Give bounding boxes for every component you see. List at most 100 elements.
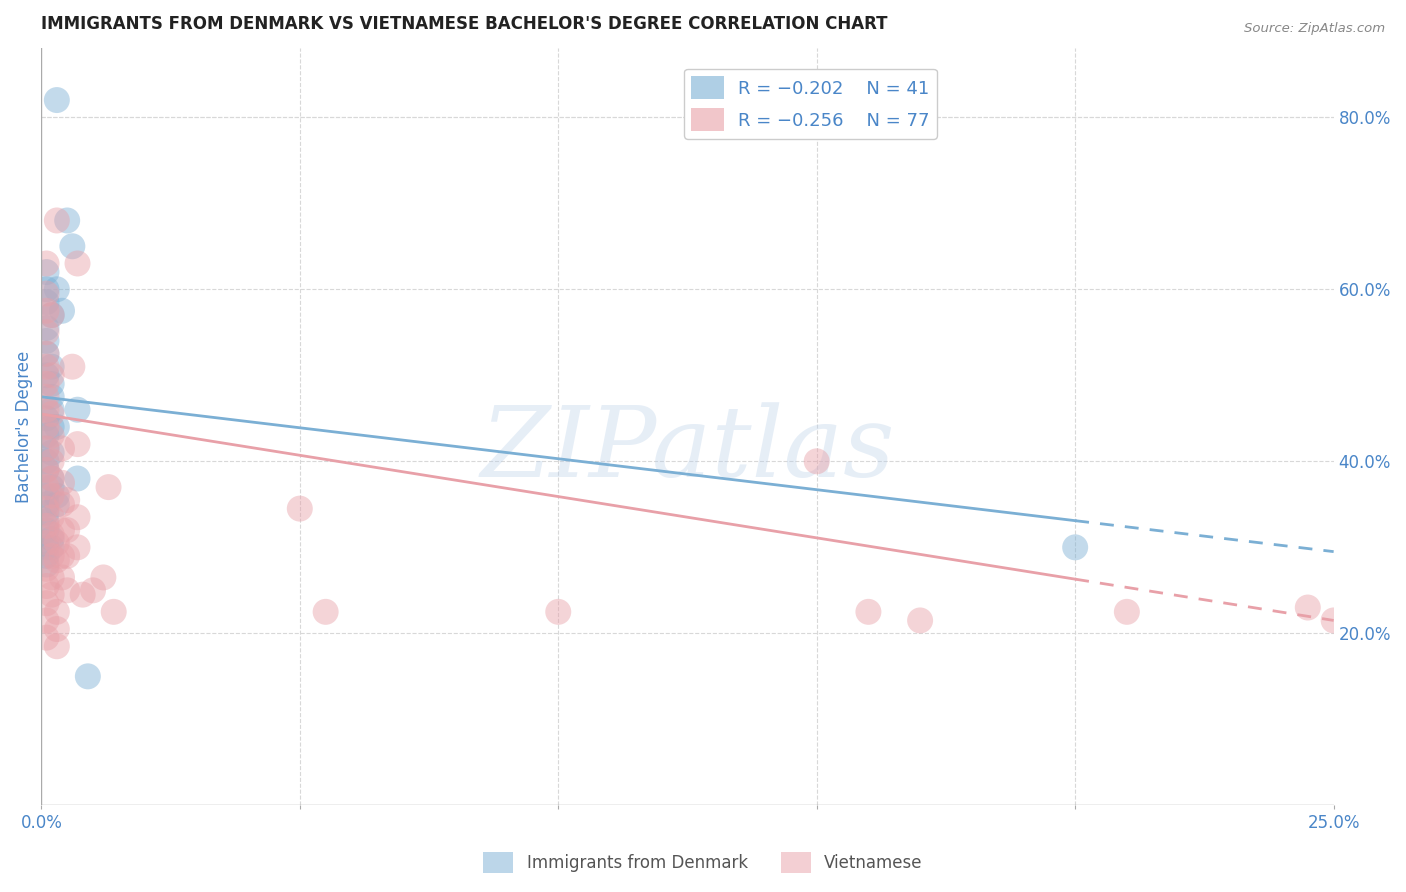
Point bbox=[547, 605, 569, 619]
Point bbox=[41, 510, 63, 524]
Point bbox=[82, 583, 104, 598]
Point bbox=[35, 558, 58, 572]
Point bbox=[51, 497, 73, 511]
Point bbox=[41, 359, 63, 374]
Point bbox=[35, 442, 58, 456]
Point bbox=[35, 596, 58, 610]
Point bbox=[1064, 541, 1087, 555]
Point bbox=[45, 489, 67, 503]
Point bbox=[35, 402, 58, 417]
Point bbox=[35, 442, 58, 456]
Point bbox=[41, 489, 63, 503]
Point bbox=[51, 475, 73, 490]
Point bbox=[1296, 600, 1319, 615]
Point bbox=[35, 506, 58, 520]
Point bbox=[35, 518, 58, 533]
Point bbox=[35, 303, 58, 318]
Point bbox=[45, 553, 67, 567]
Point bbox=[41, 527, 63, 541]
Point bbox=[51, 570, 73, 584]
Point bbox=[35, 282, 58, 296]
Point bbox=[35, 295, 58, 310]
Point bbox=[66, 437, 89, 451]
Legend: Immigrants from Denmark, Vietnamese: Immigrants from Denmark, Vietnamese bbox=[477, 846, 929, 880]
Point bbox=[41, 549, 63, 563]
Point bbox=[908, 614, 931, 628]
Point bbox=[41, 308, 63, 322]
Point bbox=[35, 497, 58, 511]
Point bbox=[35, 541, 58, 555]
Point bbox=[35, 368, 58, 383]
Point bbox=[35, 334, 58, 348]
Point bbox=[45, 622, 67, 636]
Point bbox=[35, 549, 58, 563]
Point bbox=[103, 605, 125, 619]
Point bbox=[56, 493, 79, 508]
Point bbox=[35, 411, 58, 425]
Point bbox=[35, 614, 58, 628]
Point bbox=[66, 256, 89, 270]
Point bbox=[51, 303, 73, 318]
Point bbox=[41, 532, 63, 546]
Point bbox=[35, 321, 58, 335]
Point bbox=[35, 286, 58, 301]
Point bbox=[35, 265, 58, 279]
Point bbox=[35, 631, 58, 645]
Point bbox=[35, 480, 58, 494]
Point bbox=[60, 359, 83, 374]
Point bbox=[35, 579, 58, 593]
Point bbox=[41, 570, 63, 584]
Point bbox=[56, 213, 79, 227]
Point bbox=[41, 376, 63, 391]
Point bbox=[35, 359, 58, 374]
Point bbox=[41, 407, 63, 421]
Point bbox=[35, 420, 58, 434]
Point bbox=[51, 523, 73, 537]
Point bbox=[41, 454, 63, 468]
Point bbox=[45, 536, 67, 550]
Point bbox=[41, 541, 63, 555]
Point bbox=[41, 402, 63, 417]
Point bbox=[41, 390, 63, 404]
Point bbox=[41, 588, 63, 602]
Point bbox=[45, 497, 67, 511]
Point bbox=[35, 536, 58, 550]
Point bbox=[45, 213, 67, 227]
Point bbox=[35, 376, 58, 391]
Text: Source: ZipAtlas.com: Source: ZipAtlas.com bbox=[1244, 22, 1385, 36]
Point bbox=[858, 605, 880, 619]
Point bbox=[35, 523, 58, 537]
Point bbox=[35, 515, 58, 529]
Point bbox=[35, 390, 58, 404]
Point bbox=[66, 402, 89, 417]
Point bbox=[41, 471, 63, 485]
Point bbox=[41, 368, 63, 383]
Point bbox=[35, 489, 58, 503]
Point bbox=[93, 570, 115, 584]
Point bbox=[41, 446, 63, 460]
Point bbox=[45, 605, 67, 619]
Point bbox=[35, 256, 58, 270]
Point bbox=[35, 347, 58, 361]
Point bbox=[41, 480, 63, 494]
Point bbox=[288, 501, 311, 516]
Text: ZIPatlas: ZIPatlas bbox=[481, 402, 894, 497]
Point bbox=[35, 428, 58, 442]
Point bbox=[35, 454, 58, 468]
Point bbox=[45, 420, 67, 434]
Text: IMMIGRANTS FROM DENMARK VS VIETNAMESE BACHELOR'S DEGREE CORRELATION CHART: IMMIGRANTS FROM DENMARK VS VIETNAMESE BA… bbox=[41, 15, 887, 33]
Point bbox=[51, 549, 73, 563]
Point bbox=[66, 510, 89, 524]
Point bbox=[76, 669, 98, 683]
Point bbox=[35, 326, 58, 340]
Point bbox=[1115, 605, 1137, 619]
Point bbox=[806, 454, 828, 468]
Point bbox=[41, 428, 63, 442]
Point bbox=[1323, 614, 1346, 628]
Legend: R = −0.202    N = 41, R = −0.256    N = 77: R = −0.202 N = 41, R = −0.256 N = 77 bbox=[685, 69, 936, 138]
Point bbox=[56, 549, 79, 563]
Point bbox=[45, 639, 67, 653]
Point bbox=[41, 308, 63, 322]
Point bbox=[72, 588, 94, 602]
Point bbox=[45, 282, 67, 296]
